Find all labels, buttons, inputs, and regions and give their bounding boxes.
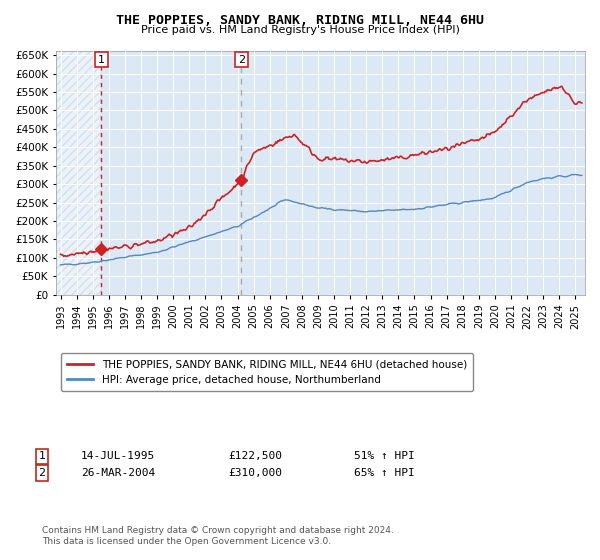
- Text: 1: 1: [98, 54, 105, 64]
- Text: £310,000: £310,000: [228, 468, 282, 478]
- Text: 51% ↑ HPI: 51% ↑ HPI: [354, 451, 415, 461]
- Text: 1: 1: [38, 451, 46, 461]
- Text: 2: 2: [38, 468, 46, 478]
- Text: 14-JUL-1995: 14-JUL-1995: [81, 451, 155, 461]
- Text: Price paid vs. HM Land Registry's House Price Index (HPI): Price paid vs. HM Land Registry's House …: [140, 25, 460, 35]
- Text: Contains HM Land Registry data © Crown copyright and database right 2024.
This d: Contains HM Land Registry data © Crown c…: [42, 526, 394, 546]
- Legend: THE POPPIES, SANDY BANK, RIDING MILL, NE44 6HU (detached house), HPI: Average pr: THE POPPIES, SANDY BANK, RIDING MILL, NE…: [61, 353, 473, 391]
- Text: 26-MAR-2004: 26-MAR-2004: [81, 468, 155, 478]
- Text: 2: 2: [238, 54, 245, 64]
- Text: THE POPPIES, SANDY BANK, RIDING MILL, NE44 6HU: THE POPPIES, SANDY BANK, RIDING MILL, NE…: [116, 14, 484, 27]
- Text: £122,500: £122,500: [228, 451, 282, 461]
- Bar: [56, 52, 101, 295]
- Text: 65% ↑ HPI: 65% ↑ HPI: [354, 468, 415, 478]
